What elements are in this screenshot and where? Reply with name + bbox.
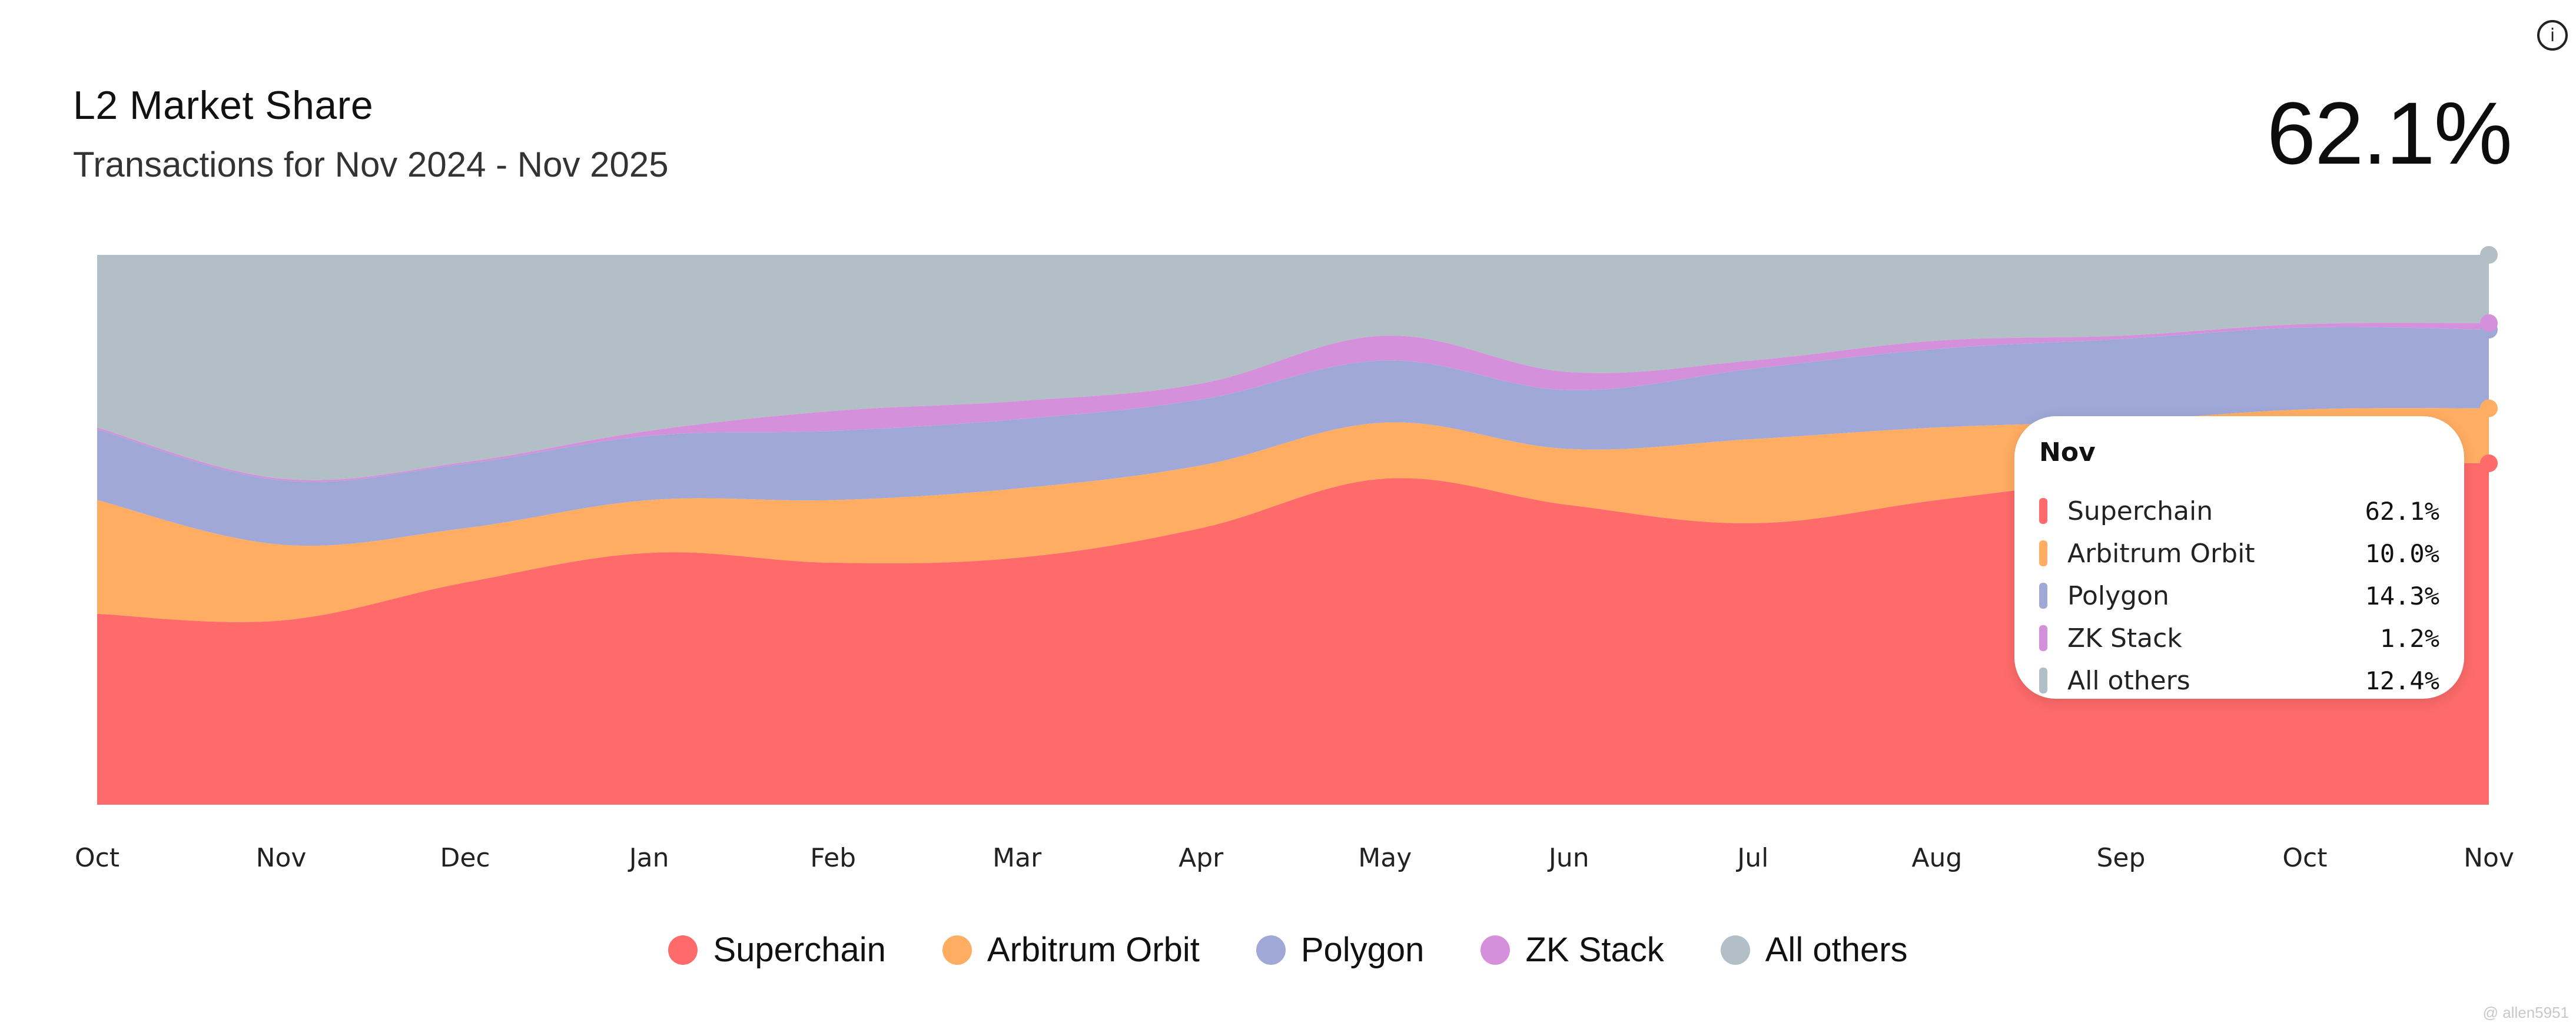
x-tick-label: Jan xyxy=(628,843,669,873)
x-tick-label: Feb xyxy=(810,843,856,873)
legend-label: Superchain xyxy=(713,931,886,969)
legend-item-arbitrum-orbit[interactable]: Arbitrum Orbit xyxy=(942,930,1200,970)
tooltip-label: All others xyxy=(2067,665,2190,696)
marker-zk-stack xyxy=(2480,314,2498,332)
legend-item-polygon[interactable]: Polygon xyxy=(1256,930,1425,970)
area-polygon[interactable] xyxy=(97,327,2489,546)
legend-dot-icon xyxy=(942,935,972,965)
legend-item-superchain[interactable]: Superchain xyxy=(668,930,886,970)
tooltip-value: 1.2% xyxy=(2379,623,2439,653)
x-tick-label: Sep xyxy=(2096,843,2145,873)
legend-dot-icon xyxy=(1720,935,1750,965)
marker-arbitrum-orbit xyxy=(2480,399,2498,417)
legend-item-all-others[interactable]: All others xyxy=(1720,930,1908,970)
x-tick-label: Apr xyxy=(1179,843,1224,873)
legend-dot-icon xyxy=(1256,935,1286,965)
area-superchain[interactable] xyxy=(97,462,2489,805)
tooltip-row: Superchain 62.1% xyxy=(2039,490,2439,532)
watermark: @ allen5951 xyxy=(2482,1004,2569,1021)
tooltip-row: Polygon 14.3% xyxy=(2039,575,2439,617)
legend-label: Arbitrum Orbit xyxy=(987,931,1200,969)
x-tick-label: Mar xyxy=(992,843,1042,873)
legend-dot-icon xyxy=(668,935,698,965)
tooltip-swatch xyxy=(2039,583,2047,609)
tooltip-swatch xyxy=(2039,668,2047,693)
legend-dot-icon xyxy=(1480,935,1511,965)
tooltip-row: All others 12.4% xyxy=(2039,659,2439,702)
marker-all-others xyxy=(2480,246,2498,264)
hover-marker-layer xyxy=(2480,246,2498,472)
x-tick-label: May xyxy=(1358,843,1412,873)
tooltip-value: 12.4% xyxy=(2365,666,2439,695)
tooltip-label: Superchain xyxy=(2067,496,2213,526)
tooltip-value: 14.3% xyxy=(2365,581,2439,610)
headline-value: 62.1% xyxy=(2266,84,2512,182)
legend-label: ZK Stack xyxy=(1525,931,1664,969)
x-tick-label: Oct xyxy=(75,843,119,873)
chart-title: L2 Market Share xyxy=(73,83,374,128)
area-all-others[interactable] xyxy=(97,255,2489,480)
tooltip-swatch xyxy=(2039,625,2047,651)
tooltip-label: Arbitrum Orbit xyxy=(2067,538,2255,569)
tooltip-value: 10.0% xyxy=(2365,539,2439,568)
area-layer xyxy=(97,255,2489,805)
x-tick-label: Nov xyxy=(256,843,307,873)
x-tick-label: Dec xyxy=(440,843,490,873)
tooltip-value: 62.1% xyxy=(2365,496,2439,526)
tooltip-label: ZK Stack xyxy=(2067,623,2182,653)
tooltip-swatch xyxy=(2039,540,2047,566)
info-icon[interactable]: i xyxy=(2537,20,2568,51)
tooltip-label: Polygon xyxy=(2067,580,2169,611)
x-axis: Oct Nov Dec Jan Feb Mar Apr May Jun Jul Aug Sep Oct N… xyxy=(75,843,2514,873)
legend-label: Polygon xyxy=(1300,931,1425,969)
legend: Superchain Arbitrum Orbit Polygon ZK Stack A… xyxy=(0,930,2576,970)
x-tick-label: Nov xyxy=(2464,843,2514,873)
chart-subtitle: Transactions for Nov 2024 - Nov 2025 xyxy=(73,145,669,184)
marker-superchain xyxy=(2480,454,2498,472)
x-tick-label: Jul xyxy=(1735,843,1768,873)
x-tick-label: Aug xyxy=(1911,843,1962,873)
tooltip-title: Nov xyxy=(2039,437,2096,467)
legend-label: All others xyxy=(1765,931,1908,969)
area-arbitrum-orbit[interactable] xyxy=(97,408,2489,622)
x-tick-label: Jun xyxy=(1547,843,1589,873)
tooltip-row: ZK Stack 1.2% xyxy=(2039,617,2439,659)
legend-item-zk-stack[interactable]: ZK Stack xyxy=(1480,930,1664,970)
tooltip: Nov Superchain 62.1% Arbitrum Orbit 10.0% Po… xyxy=(2014,416,2464,699)
tooltip-row: Arbitrum Orbit 10.0% xyxy=(2039,532,2439,575)
tooltip-swatch xyxy=(2039,498,2047,524)
x-tick-label: Oct xyxy=(2282,843,2327,873)
